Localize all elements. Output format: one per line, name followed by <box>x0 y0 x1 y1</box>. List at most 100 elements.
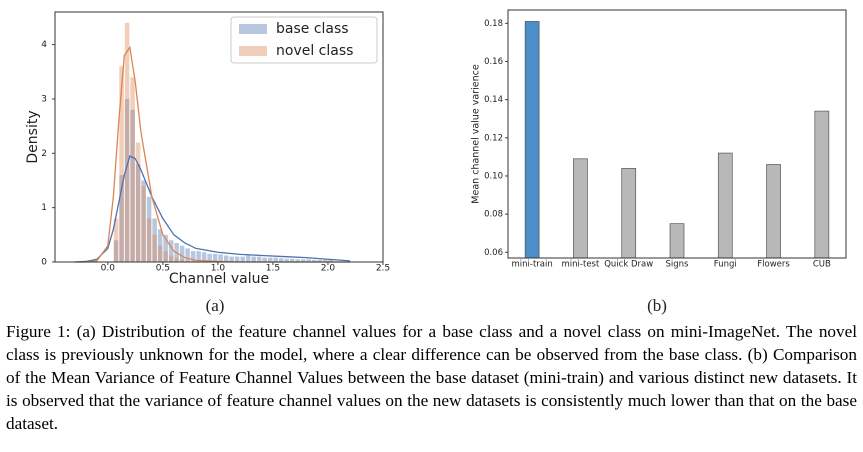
hist-bar <box>119 175 124 262</box>
x-tick-label: 1.5 <box>266 264 280 274</box>
bar <box>669 223 685 259</box>
y-tick-label: 4 <box>41 40 47 50</box>
hist-bar <box>141 185 146 262</box>
y-tick-label: 0.08 <box>484 210 503 220</box>
hist-bar <box>245 255 251 262</box>
hist-bar <box>218 254 223 262</box>
hist-bar <box>251 256 256 262</box>
hist-bar <box>185 248 190 262</box>
hist-bar <box>141 180 146 262</box>
y-tick-label: 2 <box>41 149 47 159</box>
caption: Figure 1: (a) Distribution of the featur… <box>6 322 857 433</box>
hist-bar <box>234 256 240 262</box>
y-axis-label: Density <box>25 110 41 163</box>
x-tick-label: 2.0 <box>321 264 336 274</box>
y-tick-label: 0.14 <box>484 95 503 105</box>
hist-bar <box>207 253 212 262</box>
hist-bar <box>190 251 196 262</box>
hist-bar <box>179 259 185 262</box>
y-tick-label: 0.18 <box>484 19 503 29</box>
bar <box>814 110 830 259</box>
subfigure-label: (a) <box>206 296 225 315</box>
hist-bar <box>130 77 135 262</box>
x-tick-label: Signs <box>666 260 690 270</box>
hist-bar <box>119 66 124 262</box>
hist-bar <box>295 259 300 262</box>
figure: 0.0 0.5 1.0 1.5 2.0 2.5 0 1 2 3 4 Channel value Dens… <box>25 9 847 315</box>
hist-bar <box>163 251 168 262</box>
hist-bar <box>174 257 179 262</box>
hist-bar <box>135 164 141 262</box>
x-tick-label: Fungi <box>714 260 737 270</box>
hist-bar <box>317 259 322 262</box>
hist-bar <box>113 240 119 262</box>
y-tick-label: 3 <box>41 94 47 104</box>
hist-bar <box>135 142 141 262</box>
legend-swatch <box>239 24 267 34</box>
hist-bar <box>273 257 278 262</box>
legend-box <box>230 16 378 64</box>
bar <box>524 21 540 259</box>
hist-bar <box>152 234 157 262</box>
hist-bar <box>284 258 289 262</box>
hist-bar <box>168 255 174 262</box>
legend-label: novel class <box>276 43 353 59</box>
hist-bar <box>267 257 273 262</box>
hist-bar <box>300 259 306 262</box>
x-tick-label: Quick Draw <box>604 260 653 270</box>
hist-bar <box>146 218 152 262</box>
hist-bar <box>168 240 174 262</box>
x-tick-label: 0.5 <box>156 264 170 274</box>
x-axis-label: Channel value <box>169 271 269 287</box>
y-tick-label: 0.12 <box>484 133 503 143</box>
hist-bar <box>146 196 152 262</box>
hist-bar <box>124 22 130 262</box>
plot-frame <box>507 9 847 259</box>
bar <box>573 158 588 259</box>
x-tick-label: mini-test <box>562 260 600 270</box>
hist-bar <box>201 252 207 262</box>
hist-bar <box>289 258 295 262</box>
hist-bar <box>185 260 190 262</box>
x-tick-label: 1.0 <box>211 264 226 274</box>
hist-bar <box>113 218 119 262</box>
hist-bar <box>163 234 168 262</box>
hist-bar <box>179 245 185 262</box>
kde-line <box>74 155 351 263</box>
x-tick-label: mini-train <box>512 260 553 270</box>
y-tick-label: 0.10 <box>484 171 503 181</box>
y-axis-label: Mean channel value varience <box>471 64 482 204</box>
hist-bar <box>229 256 234 262</box>
bar <box>621 167 637 259</box>
x-tick-label: CUB <box>813 260 831 270</box>
hist-bar <box>212 253 218 262</box>
y-tick-label: 0.16 <box>484 57 503 67</box>
hist-bar <box>328 259 333 262</box>
plot-frame <box>54 11 384 263</box>
hist-bar <box>157 245 163 262</box>
y-tick-label: 0 <box>41 258 47 268</box>
hist-bar <box>322 259 328 262</box>
hist-bar <box>152 218 157 262</box>
hist-bar <box>262 257 267 262</box>
y-tick-label: 0.06 <box>484 248 503 258</box>
hist-bar <box>124 98 130 263</box>
hist-bar <box>130 109 135 263</box>
hist-bar <box>306 259 311 262</box>
x-tick-label: 0.0 <box>101 264 116 274</box>
hist-bar <box>190 260 196 262</box>
hist-bar <box>256 256 262 262</box>
subfigure-label: (b) <box>647 296 667 315</box>
hist-bar <box>311 259 317 262</box>
legend-label: base class <box>276 21 349 37</box>
x-tick-label: 2.5 <box>376 264 390 274</box>
hist-bar <box>196 251 201 262</box>
hist-bar <box>240 256 245 262</box>
hist-bar <box>223 255 229 262</box>
x-tick-label: Flowers <box>757 260 790 270</box>
bar <box>717 152 733 259</box>
y-tick-label: 1 <box>41 203 47 213</box>
hist-bar <box>278 258 284 262</box>
hist-bar <box>157 229 163 262</box>
